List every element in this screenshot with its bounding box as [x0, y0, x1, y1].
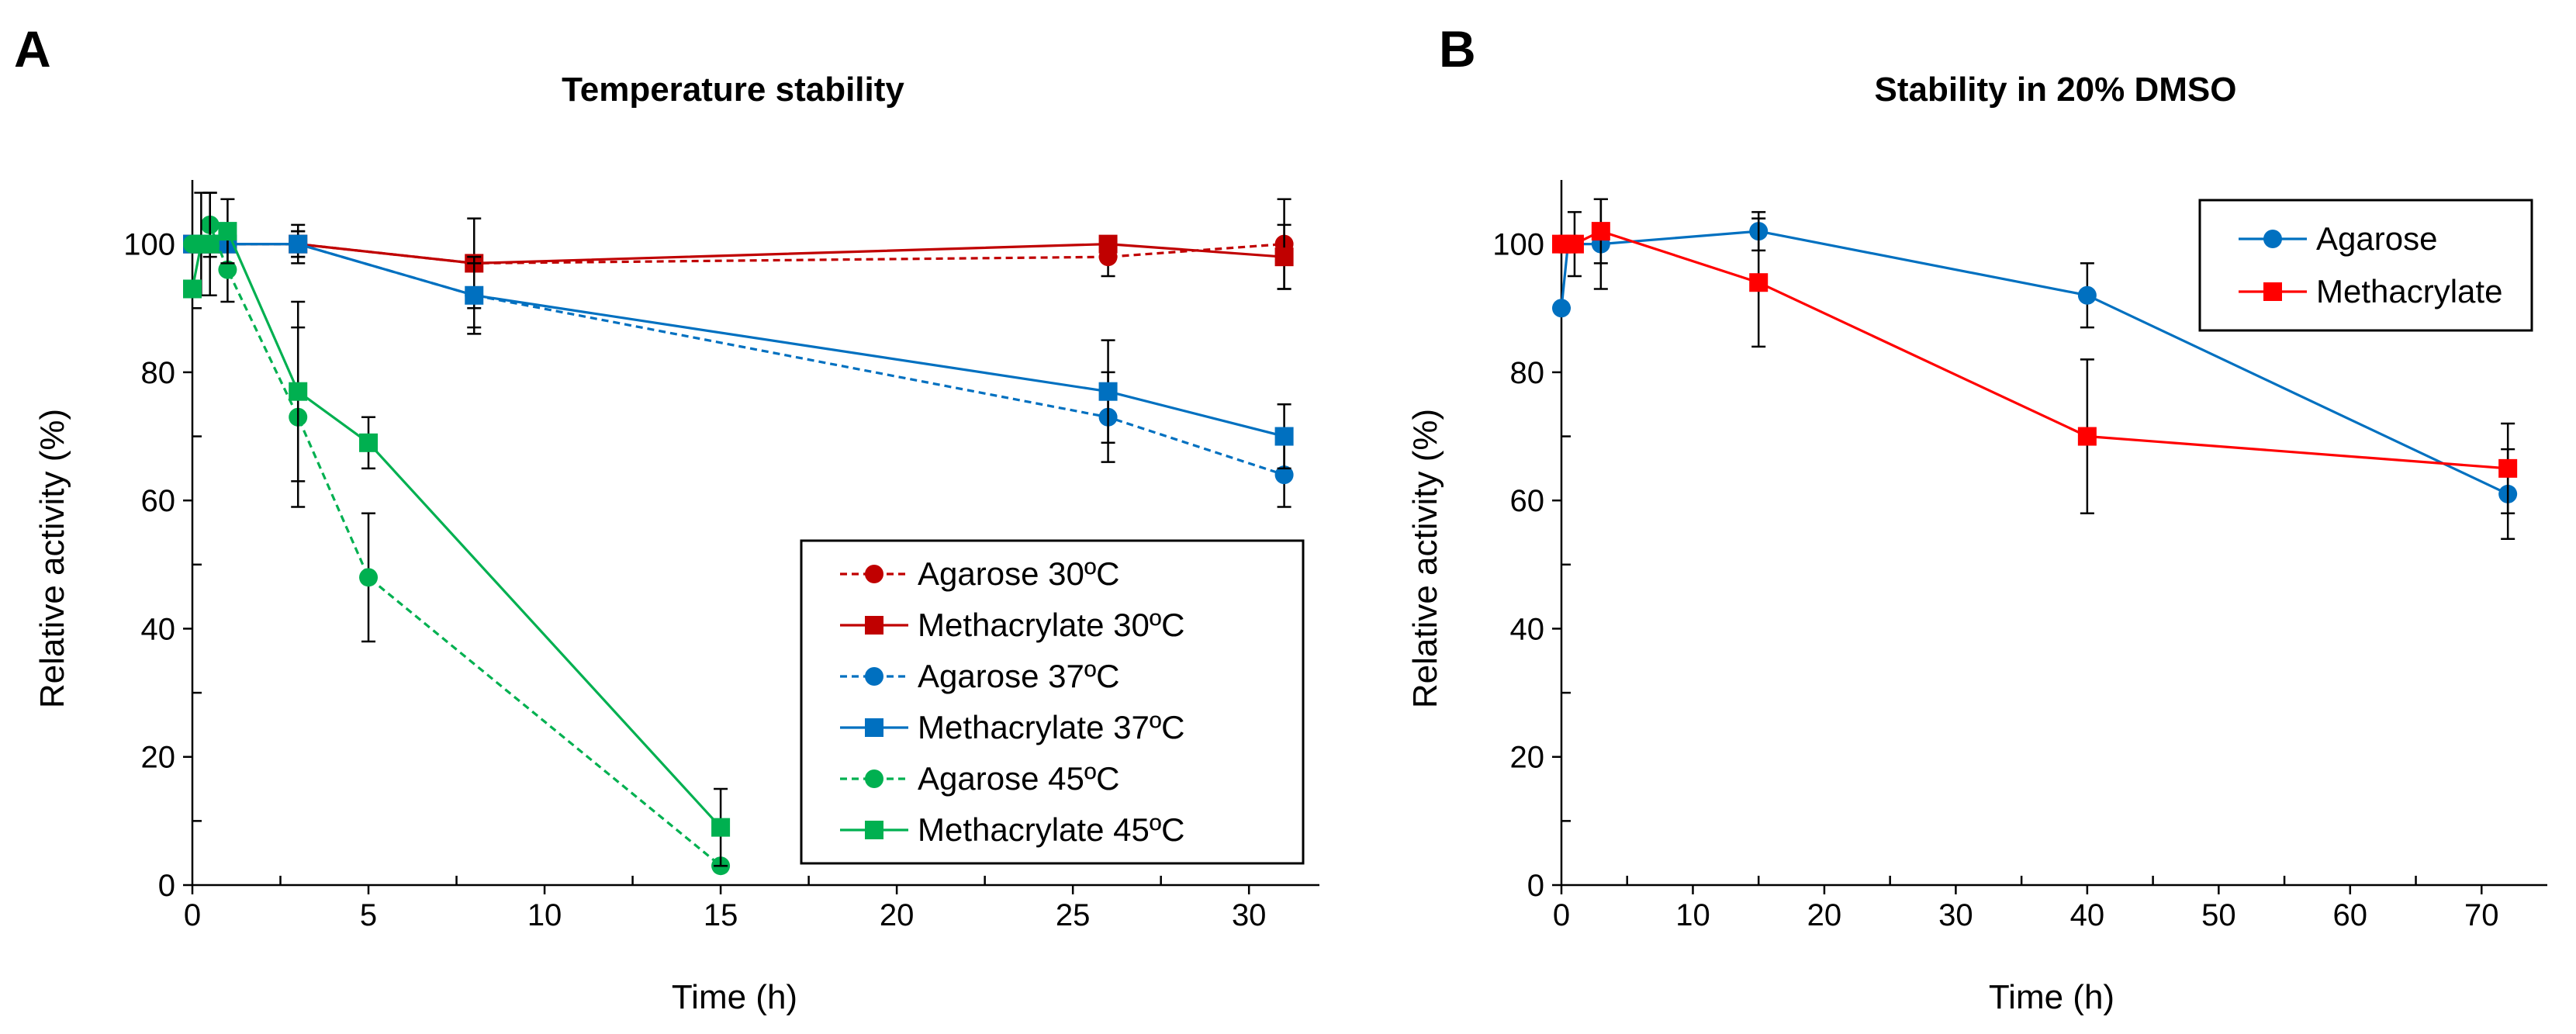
- legend-label: Agarose 45ºC: [918, 760, 1120, 797]
- y-tick-label: 0: [1527, 869, 1544, 903]
- y-tick-label: 80: [141, 356, 176, 390]
- data-point: [218, 222, 237, 241]
- x-tick-label: 5: [360, 898, 377, 932]
- chart-temperature-stability: Temperature stability Time (h) Relative …: [33, 71, 1319, 1016]
- data-point: [359, 568, 379, 587]
- y-tick-label: 40: [1510, 612, 1545, 646]
- x-tick-label: 0: [184, 898, 201, 932]
- legend-label: Agarose 30ºC: [918, 555, 1120, 592]
- legend-marker: [865, 616, 883, 635]
- data-point: [289, 234, 308, 254]
- panel-label-b: B: [1439, 20, 1476, 78]
- legend-marker: [865, 565, 883, 583]
- y-axis-label: Relative activity (%): [1406, 409, 1444, 708]
- legend-label: Agarose: [2316, 220, 2437, 257]
- x-tick-label: 40: [2070, 898, 2105, 932]
- x-tick-label: 60: [2333, 898, 2368, 932]
- legend-marker: [2263, 230, 2282, 248]
- y-tick-label: 60: [1510, 484, 1545, 518]
- x-tick-label: 20: [1807, 898, 1842, 932]
- x-tick-label: 30: [1232, 898, 1267, 932]
- chart-axes: 0 10 20 30 40 50 60 70 0 20 40 60 80 100: [1492, 180, 2547, 932]
- x-axis-label: Time (h): [1989, 978, 2114, 1016]
- legend-box: [2198, 199, 2533, 332]
- data-point: [289, 382, 308, 401]
- series-line: [192, 243, 1285, 438]
- x-tick-label: 20: [880, 898, 915, 932]
- data-point: [2498, 458, 2518, 478]
- x-tick-label: 10: [527, 898, 562, 932]
- x-tick-label: 25: [1056, 898, 1091, 932]
- x-tick-label: 70: [2464, 898, 2499, 932]
- legend-marker: [865, 821, 883, 839]
- chart-dmso-stability: Stability in 20% DMSO Time (h) Relative …: [1406, 71, 2547, 1016]
- data-point: [2077, 285, 2097, 305]
- legend-marker: [865, 667, 883, 686]
- series-line: [192, 243, 1285, 476]
- y-tick-label: 100: [123, 228, 175, 262]
- legend-label: Methacrylate 45ºC: [918, 811, 1185, 848]
- y-tick-label: 0: [158, 869, 175, 903]
- legend-box: [800, 539, 1305, 865]
- data-point: [1552, 299, 1571, 318]
- data-point: [1591, 222, 1610, 241]
- x-tick-label: 30: [1938, 898, 1973, 932]
- chart-legend: Agarose 30ºC Methacrylate 30ºC Agarose 37º…: [800, 539, 1305, 865]
- data-point: [1274, 247, 1294, 267]
- chart-legend: Agarose Methacrylate: [2198, 199, 2533, 332]
- chart-axes: 0 5 10 15 20 25 30 0 20 40 60 80 100: [123, 180, 1319, 932]
- data-point: [1565, 234, 1584, 254]
- data-point: [711, 818, 731, 837]
- series-line: [1560, 230, 2509, 496]
- y-tick-label: 60: [141, 484, 176, 518]
- data-point: [2077, 427, 2097, 446]
- y-tick-label: 20: [141, 741, 176, 775]
- data-point: [1274, 465, 1294, 485]
- data-point: [1098, 382, 1118, 401]
- chart-title: Stability in 20% DMSO: [1875, 71, 2237, 109]
- panel-label-a: A: [14, 20, 51, 78]
- x-tick-label: 10: [1675, 898, 1710, 932]
- data-point: [465, 285, 484, 305]
- legend-marker: [865, 769, 883, 788]
- legend-label: Methacrylate 30ºC: [918, 607, 1185, 643]
- y-tick-label: 20: [1510, 741, 1545, 775]
- data-point: [218, 260, 237, 279]
- legend-marker: [2263, 282, 2282, 301]
- x-tick-label: 15: [704, 898, 738, 932]
- y-axis-label: Relative activity (%): [33, 409, 71, 708]
- y-tick-label: 100: [1492, 228, 1544, 262]
- data-point: [1749, 273, 1769, 292]
- legend-label: Methacrylate 37ºC: [918, 709, 1185, 745]
- data-point: [1098, 234, 1118, 254]
- data-point: [1274, 427, 1294, 446]
- y-tick-label: 40: [141, 612, 176, 646]
- data-point: [200, 234, 220, 254]
- y-tick-label: 80: [1510, 356, 1545, 390]
- x-tick-label: 0: [1553, 898, 1570, 932]
- chart-series: [1552, 198, 2518, 541]
- legend-marker: [865, 718, 883, 737]
- chart-title: Temperature stability: [562, 71, 904, 109]
- x-tick-label: 50: [2201, 898, 2236, 932]
- legend-label: Agarose 37ºC: [918, 658, 1120, 694]
- data-point: [183, 279, 202, 299]
- chart-series: [183, 192, 1294, 876]
- legend-label: Methacrylate: [2316, 273, 2502, 310]
- x-axis-label: Time (h): [672, 978, 797, 1016]
- data-point: [359, 433, 379, 452]
